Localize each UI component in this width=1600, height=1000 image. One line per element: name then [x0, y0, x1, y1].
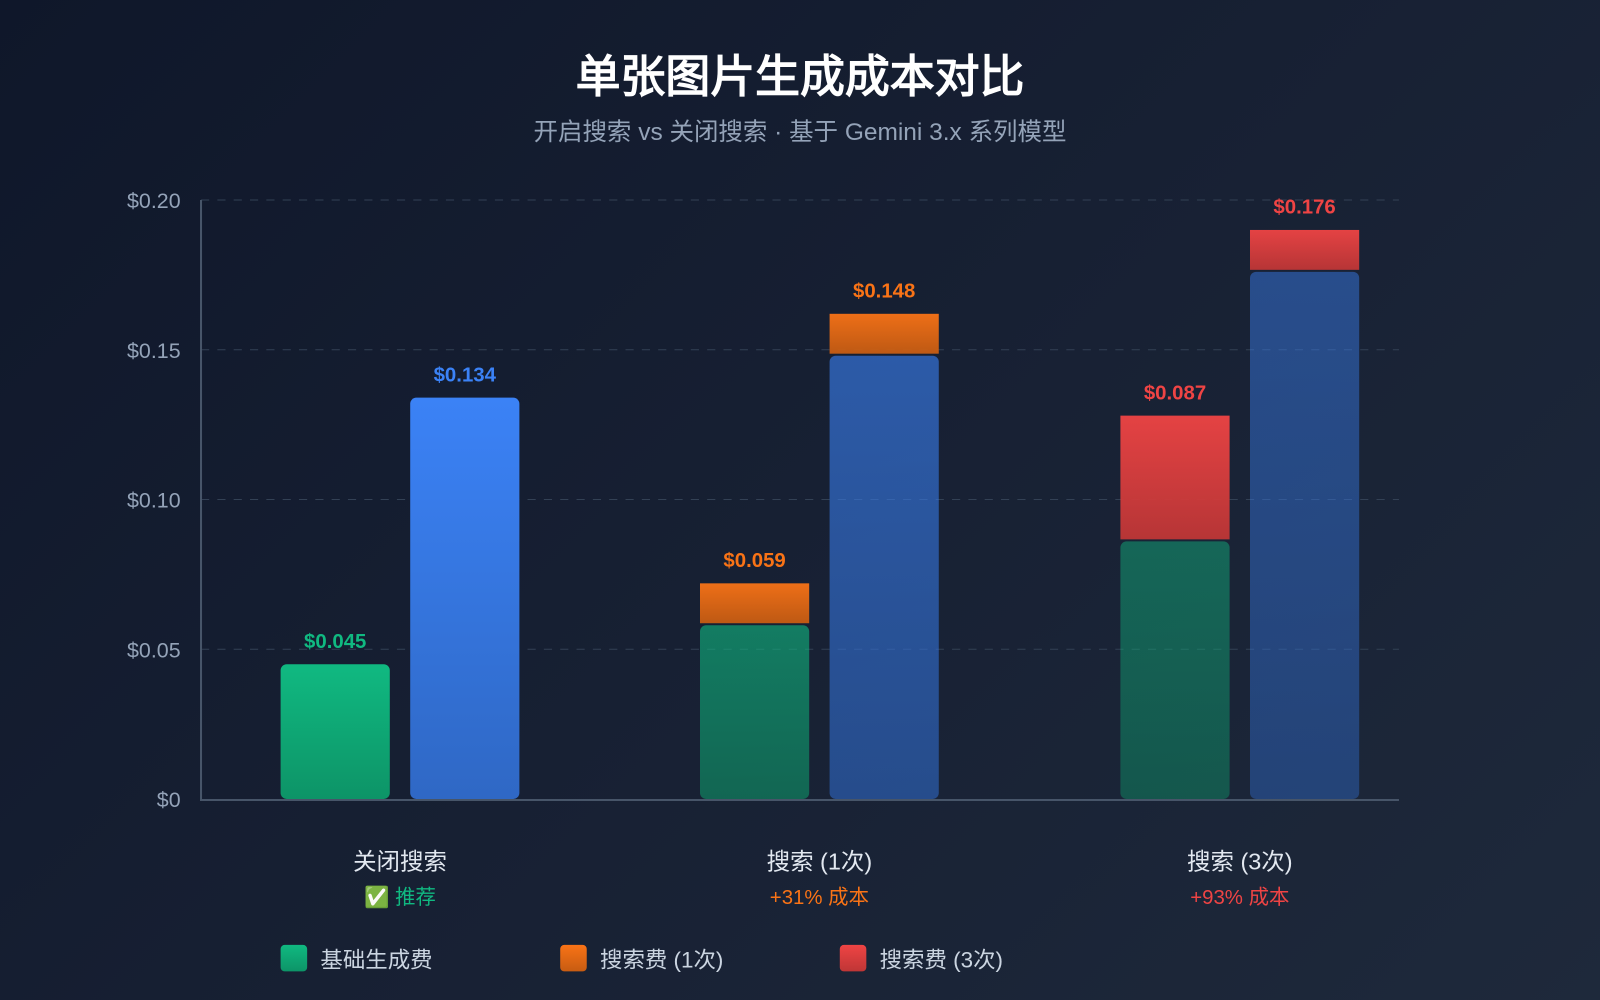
bar-value-label: $0.059 — [723, 550, 785, 572]
category-note: ✅ 推荐 — [364, 885, 436, 909]
base-cost-bar — [1120, 541, 1230, 799]
category-label: 搜索 (1次) — [767, 848, 873, 874]
bar-value-label: $0.176 — [1273, 197, 1335, 219]
legend-swatch — [839, 944, 867, 972]
bar-group-0-0: $0.045 — [280, 631, 390, 799]
search-fee-bar — [1250, 229, 1360, 270]
legend-label: 基础生成费 — [320, 947, 432, 972]
category-label: 关闭搜索 — [353, 848, 447, 874]
category-note-text: +31% 成本 — [770, 886, 869, 909]
base-cost-bar — [1250, 271, 1360, 799]
search-fee-bar — [700, 583, 810, 624]
bars: $0.045 $0.134 $0.059 $0.148 $0.087 $0.176 — [280, 197, 1360, 799]
y-axis-ticks: $0 $0.05 $0.10 $0.15 $0.20 — [127, 189, 181, 812]
bar-group-2-0: $0.087 — [1120, 382, 1230, 799]
bar-group-1-0: $0.059 — [700, 550, 810, 799]
base-cost-bar — [280, 664, 390, 799]
base-cost-bar — [410, 397, 520, 799]
search-fee-bar — [829, 313, 939, 354]
category-note: +31% 成本 — [770, 886, 869, 909]
legend-swatch — [560, 944, 587, 972]
y-tick-label: $0.20 — [127, 189, 181, 213]
legend-label: 搜索费 (3次) — [880, 947, 1003, 972]
chart-title: 单张图片生成成本对比 — [576, 51, 1025, 102]
y-tick-label: $0.05 — [127, 638, 181, 662]
base-cost-bar — [829, 355, 939, 799]
bar-group-2-1: $0.176 — [1250, 197, 1360, 799]
bar-value-label: $0.087 — [1144, 382, 1206, 404]
bar-value-label: $0.148 — [853, 280, 915, 302]
y-tick-label: $0.15 — [127, 339, 181, 363]
y-tick-label: $0 — [157, 788, 181, 812]
category-labels: 关闭搜索 ✅ 推荐 搜索 (1次) +31% 成本 搜索 (3次) +93% 成本 — [353, 848, 1292, 909]
category-note-text: +93% 成本 — [1190, 886, 1289, 909]
category-label: 搜索 (3次) — [1187, 848, 1293, 874]
category-note: +93% 成本 — [1190, 886, 1289, 909]
legend-item: 基础生成费 — [280, 944, 433, 972]
bar-group-0-1: $0.134 — [410, 364, 520, 799]
check-mark-icon: ✅ — [364, 885, 395, 909]
legend-item: 搜索费 (3次) — [839, 944, 1003, 972]
category-note-text: 推荐 — [395, 886, 436, 909]
legend-item: 搜索费 (1次) — [560, 944, 723, 972]
legend-swatch — [280, 944, 308, 972]
search-fee-bar — [1120, 415, 1230, 540]
legend-label: 搜索费 (1次) — [600, 947, 723, 972]
y-tick-label: $0.10 — [127, 489, 181, 513]
chart-subtitle: 开启搜索 vs 关闭搜索 · 基于 Gemini 3.x 系列模型 — [534, 118, 1067, 146]
base-cost-bar — [700, 625, 810, 799]
bar-value-label: $0.045 — [304, 631, 366, 653]
bar-group-1-1: $0.148 — [829, 280, 939, 799]
legend: 基础生成费 搜索费 (1次) 搜索费 (3次) — [280, 944, 1003, 972]
bar-value-label: $0.134 — [434, 364, 497, 386]
